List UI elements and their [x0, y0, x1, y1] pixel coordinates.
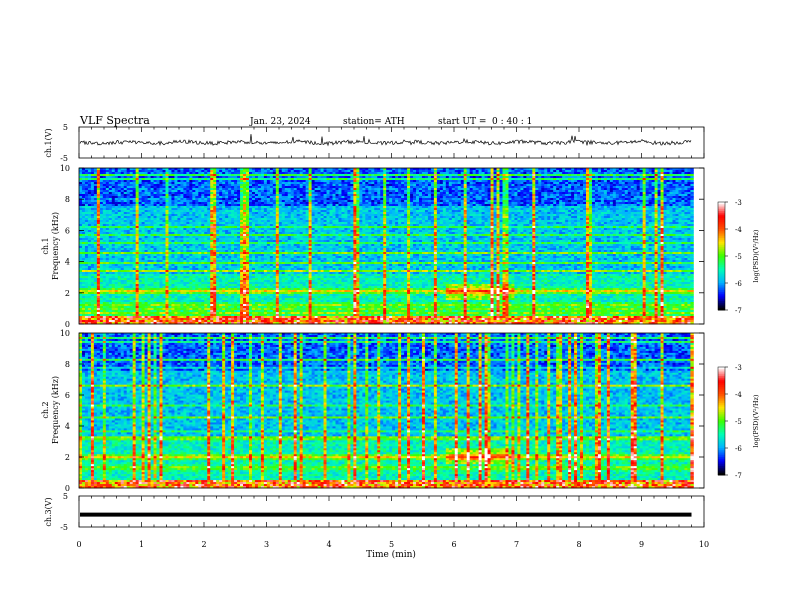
start-ut-value: 0 : 40 : 1	[492, 117, 532, 127]
ch1-ytick-bottom: -5	[60, 154, 68, 163]
ch1-waveform-line	[80, 134, 691, 145]
ch1-ytick-top: 5	[63, 123, 68, 132]
ch1-waveform-panel: 5 -5 ch.1(V)	[44, 123, 704, 163]
start-ut-label: start UT =	[438, 117, 486, 127]
station-label: station= ATH	[343, 117, 405, 127]
figure-title: VLF Spectra	[79, 114, 150, 127]
date-label: Jan. 23, 2024	[249, 117, 311, 127]
ch1-spectrogram	[79, 168, 694, 324]
ch1-waveform-ylabel: ch.1(V)	[44, 128, 53, 157]
